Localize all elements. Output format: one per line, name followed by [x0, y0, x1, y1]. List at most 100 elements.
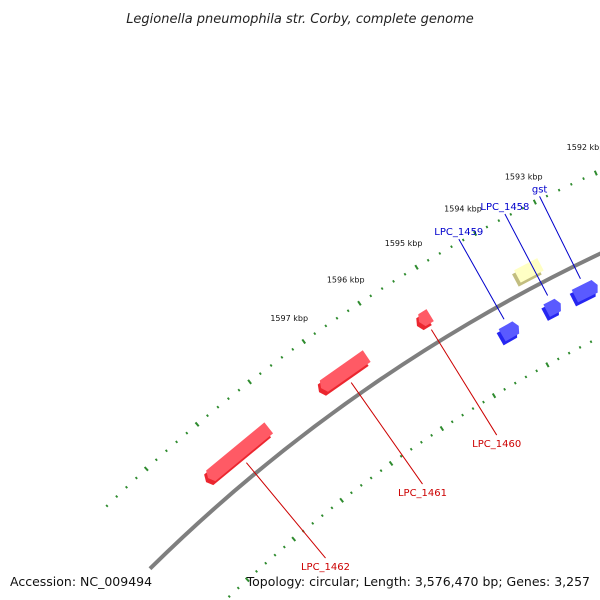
inner-minor-tick: [282, 545, 286, 549]
inner-minor-tick: [255, 569, 258, 573]
outer-minor-tick: [521, 206, 525, 210]
gene-label: LPC_1459: [434, 227, 483, 238]
inner-minor-tick: [349, 491, 353, 495]
outer-minor-tick: [438, 251, 442, 255]
inner-tick-track: [227, 340, 593, 598]
outer-minor-tick: [582, 177, 585, 181]
outer-minor-tick: [497, 219, 501, 223]
scale-label: 1595 kbp: [385, 239, 423, 248]
gene-feature: [206, 422, 274, 482]
gene-label: LPC_1460: [472, 439, 521, 450]
outer-major-tick: [247, 379, 252, 385]
outer-major-tick: [194, 421, 200, 427]
gene-label-leader: [539, 196, 581, 279]
outer-major-tick: [593, 170, 598, 176]
gene-feature: [418, 309, 434, 327]
inner-minor-tick: [461, 413, 464, 417]
outer-minor-tick: [185, 431, 189, 435]
inner-minor-tick: [399, 454, 403, 458]
inner-minor-tick: [556, 357, 560, 361]
gene-feature: [319, 350, 371, 392]
outer-minor-tick: [291, 347, 295, 351]
outer-minor-tick: [557, 188, 561, 192]
inner-minor-tick: [359, 483, 363, 487]
outer-minor-tick: [461, 238, 465, 242]
gene-features: [204, 258, 598, 486]
inner-minor-tick: [419, 440, 423, 444]
inner-major-tick: [388, 460, 394, 467]
gene-feature: [498, 321, 520, 342]
inner-minor-tick: [330, 506, 334, 510]
inner-major-tick: [545, 362, 550, 368]
gene-label-leader: [350, 382, 423, 485]
accession-text: Accession: NC_009494: [10, 574, 152, 589]
outer-major-tick: [414, 264, 419, 270]
gene-label: LPC_1462: [301, 562, 350, 573]
gene-feature: [514, 258, 544, 283]
outer-minor-tick: [346, 309, 350, 313]
outer-tick-track: [105, 170, 598, 508]
outer-minor-tick: [324, 324, 328, 328]
gene-label: LPC_1461: [398, 488, 447, 499]
outer-minor-tick: [280, 355, 284, 359]
outer-minor-tick: [269, 363, 273, 367]
outer-minor-tick: [105, 504, 109, 508]
inner-minor-tick: [409, 447, 413, 451]
outer-major-tick: [301, 338, 307, 345]
outer-minor-tick: [115, 495, 119, 498]
inner-minor-tick: [535, 369, 539, 373]
inner-minor-tick: [567, 351, 571, 355]
inner-minor-tick: [236, 586, 240, 590]
outer-minor-tick: [369, 294, 373, 298]
genome-backbone: [148, 251, 600, 571]
outer-minor-tick: [313, 332, 317, 336]
outer-minor-tick: [216, 405, 220, 409]
gene-label-leader: [458, 238, 505, 320]
gene-label-leader: [504, 213, 549, 296]
outer-minor-tick: [164, 449, 168, 453]
gene-label-leader: [246, 462, 326, 559]
outer-minor-tick: [134, 476, 138, 480]
inner-minor-tick: [578, 345, 582, 349]
inner-minor-tick: [513, 381, 517, 385]
inner-minor-tick: [471, 407, 475, 411]
inner-minor-tick: [589, 340, 593, 344]
inner-minor-tick: [273, 553, 277, 557]
inner-major-tick: [439, 425, 445, 432]
inner-major-tick: [491, 393, 497, 399]
scale-label: 1594 kbp: [444, 205, 482, 214]
inner-major-tick: [244, 577, 250, 583]
outer-minor-tick: [569, 182, 573, 186]
gene-feature: [571, 280, 598, 303]
gene-labels: LPC_1455LPC_1456gstLPC_1458LPC_1459LPC_1…: [246, 184, 581, 573]
outer-major-tick: [143, 466, 149, 472]
inner-minor-tick: [311, 521, 315, 525]
outer-minor-tick: [206, 414, 209, 418]
outer-minor-tick: [392, 279, 395, 283]
inner-minor-tick: [227, 594, 231, 598]
scale-label: 1597 kbp: [270, 314, 308, 323]
inner-minor-tick: [482, 400, 485, 404]
outer-minor-tick: [450, 245, 453, 249]
inner-minor-tick: [430, 433, 434, 437]
gene-feature: [543, 298, 561, 317]
map-title: Legionella pneumophila str. Corby, compl…: [126, 12, 474, 27]
outer-minor-tick: [335, 316, 339, 320]
gene-label-leader: [430, 329, 498, 436]
inner-minor-tick: [450, 420, 454, 424]
outer-minor-tick: [426, 258, 430, 262]
outer-major-tick: [532, 199, 537, 205]
inner-major-tick: [339, 497, 344, 503]
outer-minor-tick: [403, 272, 407, 276]
inner-minor-tick: [379, 469, 383, 473]
outer-minor-tick: [154, 458, 158, 462]
summary-text: Topology: circular; Length: 3,576,470 bp…: [246, 574, 590, 589]
scale-label: 1593 kbp: [505, 173, 543, 182]
outer-minor-tick: [226, 397, 230, 401]
inner-minor-tick: [320, 514, 324, 518]
outer-minor-tick: [545, 194, 549, 198]
inner-minor-tick: [369, 476, 373, 480]
outer-minor-tick: [509, 212, 513, 216]
